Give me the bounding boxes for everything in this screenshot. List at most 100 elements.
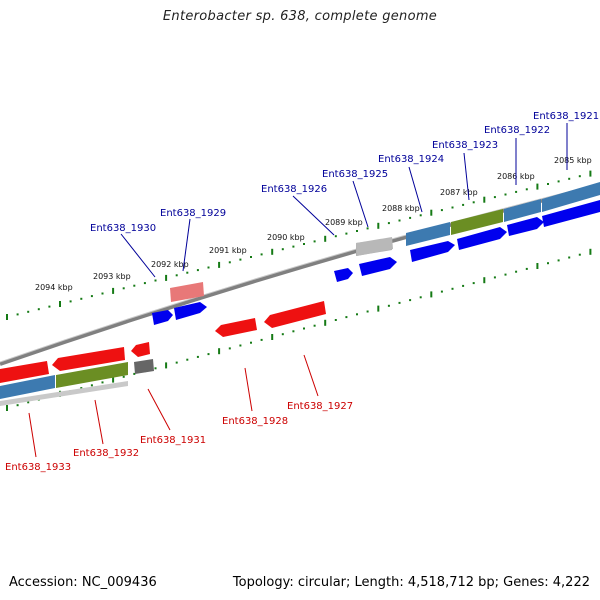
major-tick <box>165 274 168 281</box>
minor-tick <box>27 401 30 404</box>
minor-tick <box>578 253 581 256</box>
gene-label[interactable]: Ent638_1933 <box>5 462 71 473</box>
kbp-label: 2088 kbp <box>382 204 420 213</box>
gene-arrow-forward[interactable] <box>152 310 173 325</box>
gene-arrow-reverse[interactable] <box>215 318 257 337</box>
minor-tick <box>292 245 295 248</box>
minor-tick <box>207 353 210 356</box>
major-tick <box>483 277 486 284</box>
gene-label[interactable]: Ent638_1925 <box>322 169 388 180</box>
top-misc-features <box>170 237 393 302</box>
major-tick <box>430 291 433 298</box>
major-tick <box>536 183 539 190</box>
gene-arrow-reverse[interactable] <box>0 361 49 383</box>
forward-genes <box>152 200 600 325</box>
gene-arrow-reverse[interactable] <box>52 347 125 371</box>
minor-tick <box>398 219 401 222</box>
major-tick <box>218 261 221 268</box>
gene-label[interactable]: Ent638_1932 <box>73 448 139 459</box>
minor-tick <box>345 316 348 319</box>
minor-tick <box>472 201 475 204</box>
minor-tick <box>334 235 337 238</box>
minor-tick <box>387 304 390 307</box>
minor-tick <box>440 209 443 212</box>
genome-backbone-highlight <box>0 183 600 363</box>
minor-tick <box>80 297 83 300</box>
minor-tick <box>250 256 252 258</box>
gene-label[interactable]: Ent638_1929 <box>160 208 226 219</box>
minor-tick <box>207 266 210 269</box>
gene-label[interactable]: Ent638_1924 <box>378 154 444 165</box>
minor-tick <box>451 287 454 290</box>
gene-label[interactable]: Ent638_1928 <box>222 416 288 427</box>
minor-tick <box>568 177 571 180</box>
major-tick <box>430 209 433 216</box>
minor-tick <box>260 253 263 256</box>
minor-tick <box>16 404 19 407</box>
major-tick <box>218 348 221 355</box>
gene-arrow-forward[interactable] <box>457 227 507 250</box>
major-tick <box>536 263 539 269</box>
gene-grey-light <box>356 237 393 256</box>
gene-arrow-reverse[interactable] <box>264 301 326 328</box>
minor-tick <box>154 279 157 282</box>
gene-arrow-forward[interactable] <box>507 217 544 236</box>
minor-tick <box>228 261 231 264</box>
minor-tick <box>398 301 401 304</box>
minor-tick <box>409 299 412 302</box>
minor-tick <box>525 267 528 270</box>
minor-tick <box>186 358 189 361</box>
minor-tick <box>186 271 189 274</box>
minor-tick <box>133 372 136 375</box>
gene-label[interactable]: Ent638_1926 <box>261 184 327 195</box>
gene-label[interactable]: Ent638_1923 <box>432 140 498 151</box>
major-tick <box>6 314 8 320</box>
minor-tick <box>303 327 305 330</box>
minor-tick <box>313 324 316 327</box>
gene-label[interactable]: Ent638_1930 <box>90 223 156 234</box>
minor-tick <box>345 232 348 235</box>
minor-tick <box>462 203 465 206</box>
gene-arrow-reverse[interactable] <box>131 342 150 357</box>
gene-pale <box>170 282 204 302</box>
gene-arrow-forward[interactable] <box>174 302 207 320</box>
gene-label[interactable]: Ent638_1927 <box>287 401 353 412</box>
minor-tick <box>472 282 475 285</box>
minor-tick <box>356 313 358 316</box>
gene-label[interactable]: Ent638_1931 <box>140 435 206 446</box>
gene-arrow-forward[interactable] <box>542 200 600 227</box>
gene-labels-top: Ent638_1921 Ent638_1922 Ent638_1923 Ent6… <box>90 111 599 234</box>
minor-tick <box>504 193 507 196</box>
leader-line <box>408 166 423 213</box>
gene-arrow-forward[interactable] <box>334 268 353 282</box>
rna-feature-blue <box>504 199 541 222</box>
kbp-label: 2091 kbp <box>209 246 247 255</box>
gene-label[interactable]: Ent638_1922 <box>484 125 550 136</box>
gene-arrow-forward[interactable] <box>359 257 397 276</box>
gene-arrow-forward[interactable] <box>410 241 455 262</box>
minor-tick <box>196 355 199 358</box>
minor-tick <box>37 308 40 311</box>
minor-tick <box>122 287 125 290</box>
minor-tick <box>568 256 571 259</box>
gene-grey-reverse[interactable] <box>134 359 154 374</box>
leader-line <box>352 180 369 228</box>
minor-tick <box>303 243 305 245</box>
minor-tick <box>547 183 549 185</box>
kbp-label: 2092 kbp <box>151 260 189 269</box>
major-tick <box>324 319 327 326</box>
minor-tick <box>515 270 518 273</box>
gene-label[interactable]: Ent638_1921 <box>533 111 599 122</box>
rna-feature-blue <box>406 222 450 246</box>
leader-line <box>244 367 253 412</box>
major-tick <box>589 248 592 255</box>
feature-grey <box>0 381 128 406</box>
minor-tick <box>515 190 518 193</box>
rna-features <box>0 182 600 406</box>
minor-tick <box>525 188 528 191</box>
minor-tick <box>239 344 242 347</box>
major-tick <box>324 235 327 242</box>
leader-line <box>292 195 335 236</box>
minor-tick <box>292 330 295 333</box>
